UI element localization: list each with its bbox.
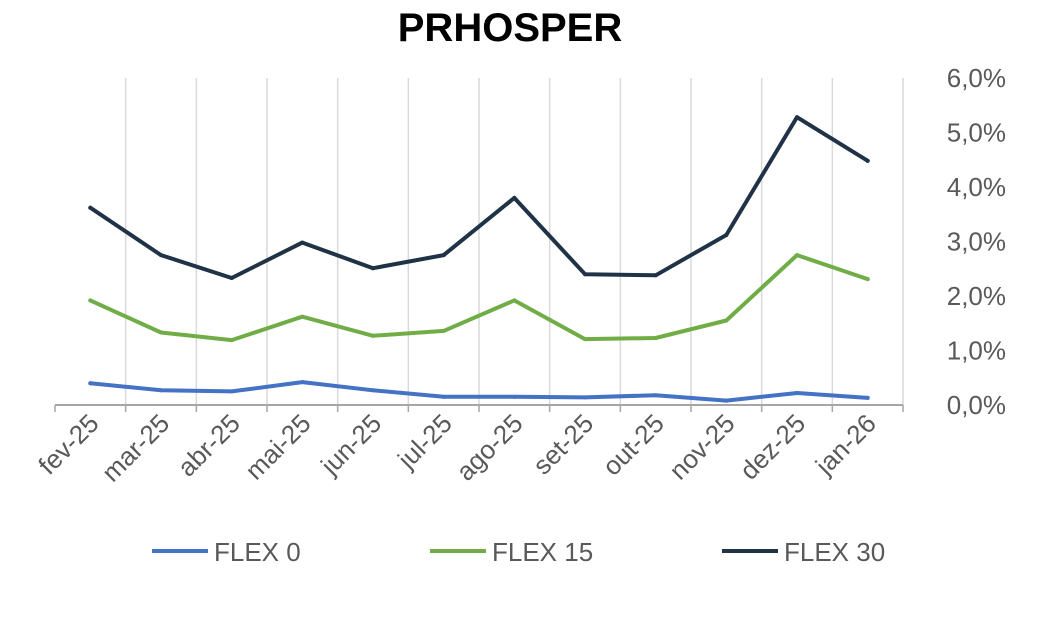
data-point: [583, 395, 587, 400]
x-tick-label: ago-25: [450, 408, 528, 486]
legend-label: FLEX 0: [214, 537, 301, 567]
chart-title: PRHOSPER: [397, 6, 623, 50]
data-point: [795, 253, 799, 258]
x-tick-label: mai-25: [239, 408, 316, 485]
data-point: [159, 388, 163, 393]
y-tick-label: 3,0%: [947, 227, 1006, 257]
legend-label: FLEX 30: [784, 537, 885, 567]
y-tick-label: 0,0%: [947, 390, 1006, 420]
data-point: [724, 232, 729, 237]
data-point: [653, 335, 658, 340]
x-tick-label: abr-25: [172, 408, 246, 482]
data-point: [300, 240, 305, 245]
data-point: [583, 337, 587, 342]
data-point: [88, 298, 93, 303]
data-point: [229, 276, 234, 281]
x-tick-label: mar-25: [96, 408, 175, 487]
data-point: [512, 394, 517, 399]
data-point: [229, 389, 234, 394]
data-point: [512, 195, 517, 200]
y-tick-label: 5,0%: [947, 118, 1006, 148]
x-tick-label: nov-25: [663, 408, 740, 485]
data-point: [583, 272, 587, 277]
data-point: [371, 266, 375, 271]
data-point: [371, 333, 375, 338]
data-point: [88, 205, 93, 210]
data-point: [159, 253, 163, 258]
data-point: [441, 328, 446, 333]
data-point: [512, 298, 517, 303]
data-point: [88, 381, 93, 386]
y-tick-label: 4,0%: [947, 172, 1006, 202]
data-point: [795, 391, 799, 396]
data-point: [300, 380, 305, 385]
series-line-3: [88, 115, 870, 280]
x-tick-label: set-25: [527, 408, 599, 480]
y-tick-label: 6,0%: [947, 63, 1006, 93]
x-tick-label: jul-25: [391, 408, 458, 475]
data-point: [371, 388, 375, 393]
data-point: [865, 395, 870, 400]
x-tick-label: out-25: [597, 408, 670, 481]
x-tick-label: dez-25: [734, 408, 811, 485]
data-point: [724, 318, 729, 323]
data-point: [159, 330, 163, 335]
data-point: [865, 277, 870, 282]
legend-label: FLEX 15: [492, 537, 593, 567]
series-line-1: [88, 380, 870, 403]
y-tick-label: 1,0%: [947, 336, 1006, 366]
data-point: [441, 253, 446, 258]
y-tick-label: 2,0%: [947, 281, 1006, 311]
data-point: [865, 158, 870, 163]
data-point: [653, 393, 658, 398]
data-point: [653, 273, 658, 278]
x-tick-label: jan-26: [809, 408, 882, 481]
x-tick-label: fev-25: [32, 408, 104, 480]
data-point: [724, 398, 729, 403]
data-point: [441, 394, 446, 399]
x-tick-label: jun-25: [314, 408, 387, 481]
data-point: [229, 338, 234, 343]
data-point: [795, 115, 799, 120]
data-point: [300, 314, 305, 319]
series-line-2: [88, 253, 870, 343]
